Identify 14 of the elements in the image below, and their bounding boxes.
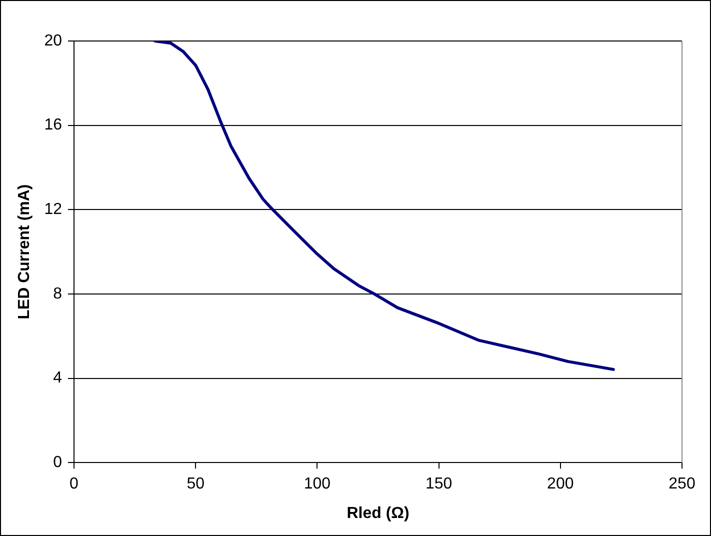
- x-tick-label: 100: [304, 476, 331, 493]
- x-tick-label: 250: [668, 476, 696, 493]
- y-tick-label: 8: [53, 285, 62, 302]
- x-tick-label: 150: [425, 476, 452, 493]
- y-axis-title: LED Current (mA): [16, 184, 34, 320]
- y-tick-label: 16: [44, 116, 62, 134]
- x-axis-title: Rled (Ω): [346, 504, 410, 522]
- y-tick-label: 12: [44, 201, 62, 218]
- x-tick-label: 50: [186, 476, 205, 493]
- x-tick-label: 200: [547, 476, 574, 493]
- x-tick-label: 0: [70, 476, 79, 493]
- y-tick-label: 20: [44, 32, 62, 50]
- y-tick-label: 4: [53, 370, 62, 387]
- y-tick-label: 0: [53, 454, 62, 472]
